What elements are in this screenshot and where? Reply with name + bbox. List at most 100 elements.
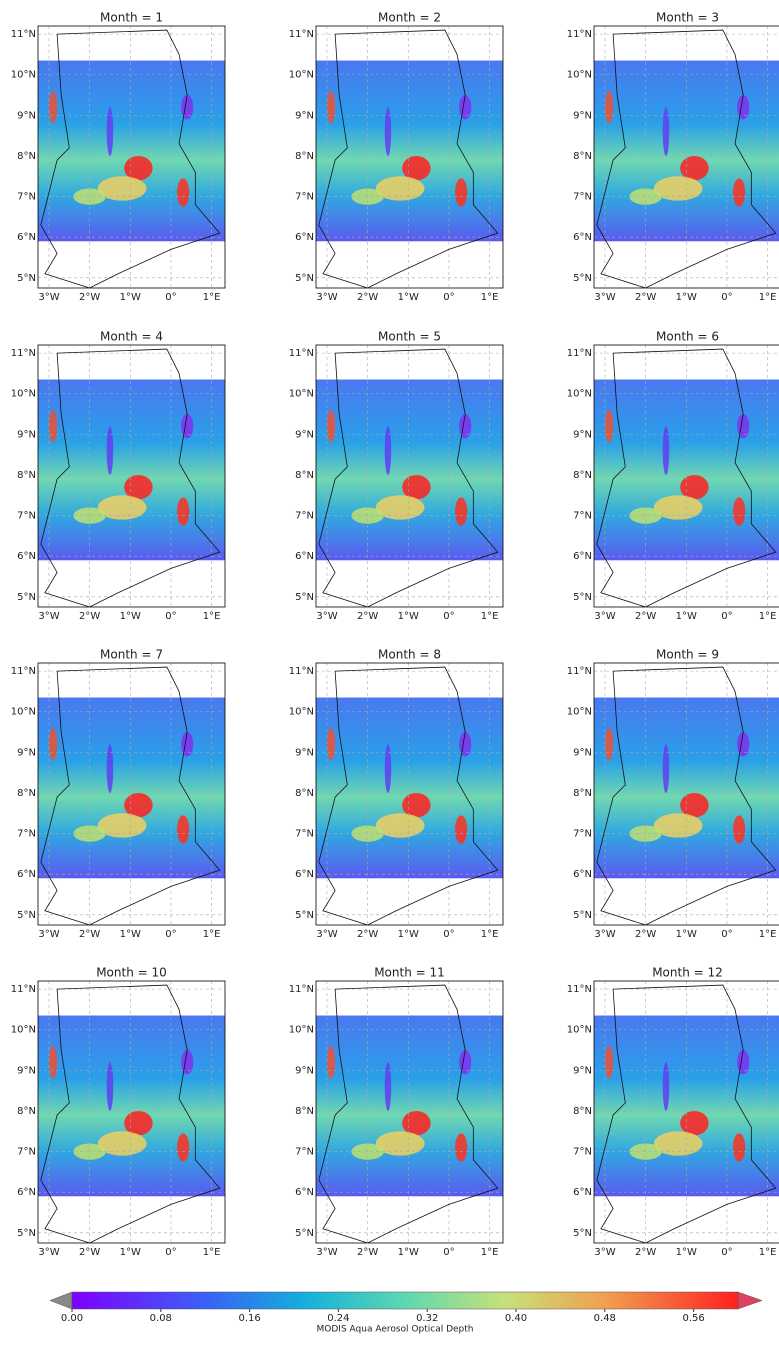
lon-tick-label: 1°W bbox=[120, 929, 141, 940]
field-blob bbox=[680, 475, 708, 499]
lon-tick-label: 3°W bbox=[594, 929, 615, 940]
field-blob bbox=[385, 426, 392, 475]
lat-tick-label: 5°N bbox=[17, 910, 36, 921]
lat-tick-label: 11°N bbox=[289, 348, 314, 359]
field-blob bbox=[327, 91, 335, 123]
lon-tick-label: 0° bbox=[443, 1247, 454, 1258]
field-blob bbox=[733, 178, 745, 206]
panel-title: Month = 11 bbox=[374, 966, 445, 980]
panel-title: Month = 5 bbox=[378, 330, 441, 344]
lat-tick-label: 7°N bbox=[295, 1147, 314, 1158]
lat-tick-label: 7°N bbox=[17, 829, 36, 840]
lon-tick-label: 0° bbox=[165, 1247, 176, 1258]
lat-tick-label: 6°N bbox=[295, 551, 314, 562]
field-blob bbox=[402, 156, 430, 180]
map-panel: 11°N10°N9°N8°N7°N6°N5°N3°W2°W1°W0°1°EMon… bbox=[11, 11, 225, 304]
lon-tick-label: 0° bbox=[721, 292, 732, 303]
colorbar-tick-label: 0.00 bbox=[61, 1313, 83, 1324]
lat-tick-label: 9°N bbox=[17, 110, 36, 121]
lat-tick-label: 8°N bbox=[295, 470, 314, 481]
colorbar: 0.000.080.160.240.320.400.480.56MODIS Aq… bbox=[50, 1292, 762, 1335]
aod-field bbox=[594, 663, 779, 925]
field-blob bbox=[49, 410, 57, 442]
panel-title: Month = 6 bbox=[656, 330, 719, 344]
map-panel: 11°N10°N9°N8°N7°N6°N5°N3°W2°W1°W0°1°EMon… bbox=[567, 11, 779, 304]
colorbar-tick-label: 0.48 bbox=[594, 1313, 616, 1324]
field-blob bbox=[663, 107, 670, 156]
lat-tick-label: 11°N bbox=[11, 984, 36, 995]
lat-tick-label: 9°N bbox=[573, 1065, 592, 1076]
lat-tick-label: 10°N bbox=[11, 70, 36, 81]
field-blob bbox=[107, 1062, 114, 1111]
panel-title: Month = 9 bbox=[656, 648, 719, 662]
lat-tick-label: 9°N bbox=[295, 1065, 314, 1076]
lat-tick-label: 11°N bbox=[289, 666, 314, 677]
aod-field bbox=[38, 26, 225, 288]
aod-field bbox=[594, 345, 779, 607]
lat-tick-label: 8°N bbox=[295, 151, 314, 162]
map-panel: 11°N10°N9°N8°N7°N6°N5°N3°W2°W1°W0°1°EMon… bbox=[11, 966, 225, 1259]
lat-tick-label: 5°N bbox=[17, 592, 36, 603]
lon-tick-label: 1°W bbox=[398, 929, 419, 940]
lon-tick-label: 3°W bbox=[594, 1247, 615, 1258]
panel-title: Month = 8 bbox=[378, 648, 441, 662]
lat-tick-label: 10°N bbox=[289, 389, 314, 400]
field-blob bbox=[327, 728, 335, 760]
lat-tick-label: 7°N bbox=[573, 829, 592, 840]
field-blob bbox=[124, 793, 152, 817]
lon-tick-label: 2°W bbox=[79, 1247, 100, 1258]
lat-tick-label: 5°N bbox=[573, 910, 592, 921]
aod-field bbox=[594, 981, 779, 1243]
lon-tick-label: 1°W bbox=[398, 611, 419, 622]
lat-tick-label: 10°N bbox=[11, 707, 36, 718]
lat-tick-label: 6°N bbox=[573, 232, 592, 243]
lat-tick-label: 9°N bbox=[17, 747, 36, 758]
lon-tick-label: 1°E bbox=[481, 929, 499, 940]
lat-tick-label: 5°N bbox=[17, 273, 36, 284]
field-blob bbox=[455, 1133, 467, 1161]
aod-field bbox=[316, 345, 503, 607]
aod-field bbox=[38, 981, 225, 1243]
lon-tick-label: 0° bbox=[443, 611, 454, 622]
lon-tick-label: 2°W bbox=[79, 611, 100, 622]
field-blob bbox=[737, 414, 749, 438]
colorbar-over bbox=[738, 1292, 762, 1309]
panel-title: Month = 12 bbox=[652, 966, 723, 980]
lat-tick-label: 8°N bbox=[295, 1106, 314, 1117]
lon-tick-label: 1°W bbox=[676, 292, 697, 303]
lon-tick-label: 2°W bbox=[357, 292, 378, 303]
lat-tick-label: 7°N bbox=[17, 511, 36, 522]
field-blob bbox=[459, 95, 471, 119]
lon-tick-label: 0° bbox=[165, 292, 176, 303]
lat-tick-label: 9°N bbox=[573, 110, 592, 121]
field-blob bbox=[181, 95, 193, 119]
panel-title: Month = 1 bbox=[100, 11, 163, 25]
lon-tick-label: 2°W bbox=[635, 292, 656, 303]
lon-tick-label: 1°W bbox=[120, 1247, 141, 1258]
field-blob bbox=[737, 1050, 749, 1074]
lat-tick-label: 10°N bbox=[567, 70, 592, 81]
lon-tick-label: 3°W bbox=[38, 1247, 59, 1258]
lon-tick-label: 0° bbox=[165, 929, 176, 940]
lat-tick-label: 11°N bbox=[289, 29, 314, 40]
lat-tick-label: 9°N bbox=[295, 110, 314, 121]
field-blob bbox=[459, 732, 471, 756]
lon-tick-label: 1°E bbox=[759, 929, 777, 940]
lat-tick-label: 5°N bbox=[573, 1228, 592, 1239]
field-blob bbox=[385, 744, 392, 793]
lat-tick-label: 9°N bbox=[17, 1065, 36, 1076]
lon-tick-label: 3°W bbox=[316, 929, 337, 940]
lon-tick-label: 0° bbox=[443, 292, 454, 303]
field-blob bbox=[680, 1111, 708, 1135]
field-blob bbox=[459, 1050, 471, 1074]
panel-title: Month = 3 bbox=[656, 11, 719, 25]
lat-tick-label: 7°N bbox=[573, 1147, 592, 1158]
lon-tick-label: 1°W bbox=[120, 611, 141, 622]
lon-tick-label: 3°W bbox=[316, 292, 337, 303]
lat-tick-label: 10°N bbox=[567, 707, 592, 718]
lat-tick-label: 8°N bbox=[17, 470, 36, 481]
lon-tick-label: 1°E bbox=[481, 292, 499, 303]
lat-tick-label: 5°N bbox=[573, 592, 592, 603]
lat-tick-label: 8°N bbox=[573, 788, 592, 799]
